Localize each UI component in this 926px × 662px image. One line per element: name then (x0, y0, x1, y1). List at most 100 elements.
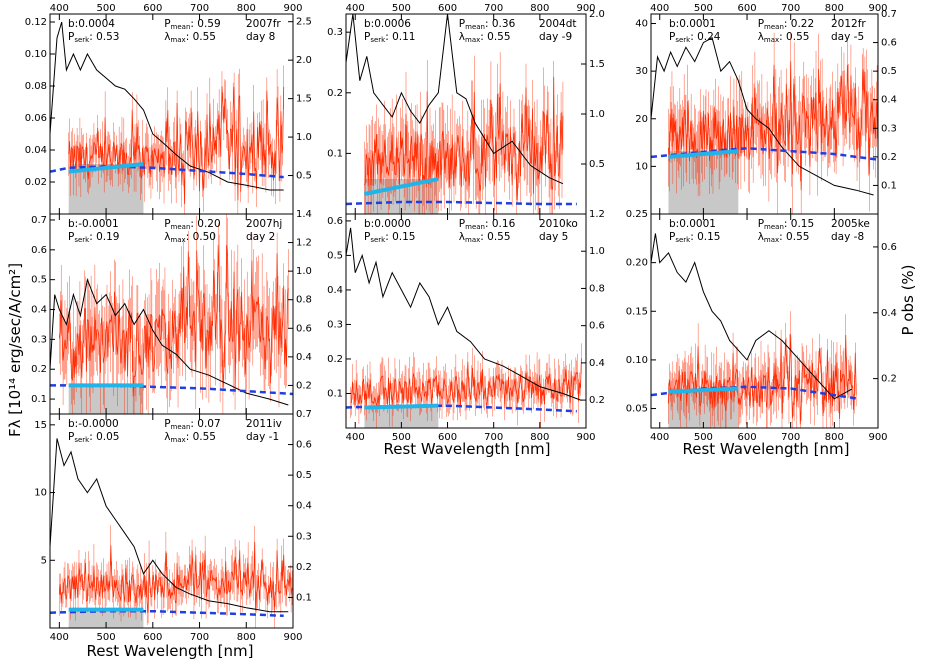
y-tick-label-left: 0.5 (327, 250, 343, 261)
annotation-day: day 2 (246, 231, 275, 243)
panel-2005ke: 400 500 600 700 800 900 0.05 0.10 0.15 0.20 0.25 0.… (626, 209, 897, 443)
x-tick-label: 900 (868, 432, 887, 443)
annotation-pmean: Pmean: 0.36 (459, 18, 516, 31)
x-tick-label-top: 800 (530, 3, 549, 14)
x-tick-label-top: 500 (97, 3, 116, 14)
pol-series (58, 244, 289, 397)
annotation-b: b:0.0004 (68, 18, 115, 30)
plot-area (651, 233, 857, 428)
y-tick-label-left: 0.6 (31, 245, 47, 256)
x-tick-label-top: 400 (346, 3, 365, 14)
y-tick-label-right: 0.8 (589, 283, 605, 294)
flux-series (346, 227, 582, 401)
annotation-b: b:-0.0000 (68, 418, 119, 430)
panel-frame (49, 413, 294, 629)
annotation-pmean: Pmean: 0.59 (164, 18, 220, 31)
panel-2007fr: 400 500 600 700 800 900 0.02 0.04 0.06 0.08 0.10 0.… (25, 3, 312, 215)
y-tick-label-left: 30 (635, 66, 648, 77)
x-tick-label: 700 (781, 432, 800, 443)
x-tick-label-top: 900 (868, 3, 887, 14)
annotation-lmax: λmax: 0.55 (164, 431, 216, 444)
y-tick-label-left: 0.2 (327, 354, 343, 365)
y-tick-label-right: 0.1 (881, 180, 897, 191)
annotation-pmean: Pmean: 0.22 (758, 18, 814, 31)
y-tick-label-left: 15 (34, 420, 47, 431)
y-tick-label-left: 0.25 (626, 209, 648, 220)
annotation-pmean: Pmean: 0.15 (758, 218, 814, 231)
y-tick-label-right: 1.4 (296, 209, 312, 220)
panel-2012fr: 400 500 600 700 800 900 10 20 30 40 0.1 0.2 0.3 0.4 0.… (635, 3, 897, 215)
x-tick-label-top: 400 (650, 3, 669, 14)
x-tick-label: 700 (484, 432, 503, 443)
plot-area (346, 227, 582, 428)
y-tick-label-left: 0.2 (327, 88, 343, 99)
x-axis-label-col1: Rest Wavelength [nm] (86, 642, 253, 660)
y-tick-label-right: 1.0 (589, 246, 605, 257)
y-tick-label-right: 0.6 (881, 38, 897, 49)
fill-region (68, 609, 144, 628)
y-tick-label-left: 0.06 (25, 113, 47, 124)
annotation-day: day -1 (246, 431, 279, 443)
y-tick-label-left: 5 (41, 555, 47, 566)
x-tick-label-top: 700 (781, 3, 800, 14)
y-tick-label-left: 0.6 (327, 216, 343, 227)
y-tick-label-left: 40 (635, 19, 648, 30)
y-tick-label-right: 0.6 (589, 321, 605, 332)
y-tick-label-right: 0.5 (589, 159, 605, 170)
flux-series (50, 438, 289, 613)
y-tick-label-right: 2.0 (296, 55, 312, 66)
y-tick-label-right: 0.4 (881, 308, 897, 319)
y-tick-label-right: 0.8 (296, 295, 312, 306)
x-tick-label: 700 (190, 632, 209, 643)
panel-2011iv: 400 500 600 700 800 900 5 10 15 0.1 0.2 0.3 0.4 0.5 0.… (34, 409, 312, 643)
annotation-day: day -9 (539, 31, 572, 43)
pol-series (350, 358, 582, 408)
flux-series (346, 14, 564, 185)
y-tick-label-left: 0.1 (327, 388, 343, 399)
annotation-b: b:0.0001 (669, 218, 716, 230)
pol-series (58, 541, 293, 613)
y-tick-label-left: 0.10 (25, 49, 47, 60)
y-tick-label-right: 0.4 (881, 95, 897, 106)
annotation-pserk: Pserk: 0.11 (364, 31, 416, 44)
x-tick-label: 600 (143, 632, 162, 643)
y-axis-label-left: Fλ [10¹⁴ erg/sec/A/cm²] (6, 263, 24, 437)
y-tick-label-right: 1.5 (589, 59, 605, 70)
y-tick-label-right: 0.5 (296, 171, 312, 182)
y-tick-label-right: 0.2 (589, 395, 605, 406)
y-tick-label-left: 20 (635, 114, 648, 125)
panel-frame (650, 213, 879, 429)
y-tick-label-right: 2.5 (296, 17, 312, 28)
y-tick-label-right: 0.2 (881, 374, 897, 385)
y-tick-label-right: 0.6 (296, 440, 312, 451)
y-tick-label-right: 0.4 (296, 501, 312, 512)
flux-series (50, 21, 284, 191)
annotation-b: b:0.0006 (364, 18, 411, 30)
annotation-pmean: Pmean: 0.20 (164, 218, 220, 231)
panel-2007hj: 0.1 0.2 0.3 0.4 0.5 0.6 0.7 0.2 0.4 0.6 0.8 1.0 1.2 1… (31, 209, 312, 415)
x-tick-label: 400 (50, 632, 69, 643)
annotation-day: day 5 (539, 231, 568, 243)
x-tick-label: 600 (737, 432, 756, 443)
annotation-sn-name: 2007fr (246, 18, 281, 30)
y-tick-label-right: 0.5 (296, 470, 312, 481)
y-tick-label-right: 0.3 (881, 123, 897, 134)
x-tick-label: 600 (438, 432, 457, 443)
x-tick-label: 500 (392, 432, 411, 443)
serkowski-curve (346, 404, 577, 413)
x-tick-label-top: 600 (143, 3, 162, 14)
y-tick-label-right: 0.5 (881, 66, 897, 77)
pol-series (68, 86, 285, 204)
annotation-sn-name: 2010ko (539, 218, 578, 230)
x-tick-label-top: 400 (50, 3, 69, 14)
y-tick-label-left: 0.20 (626, 258, 648, 269)
x-tick-label-top: 600 (737, 3, 756, 14)
y-tick-label-left: 0.3 (327, 27, 343, 38)
y-tick-label-left: 0.05 (626, 404, 648, 415)
x-tick-label: 800 (530, 432, 549, 443)
x-tick-label: 800 (237, 632, 256, 643)
pol-series (668, 61, 878, 191)
annotation-b: b:-0.0001 (68, 218, 119, 230)
fill-region (668, 151, 739, 214)
annotation-b: b:0.0000 (364, 218, 411, 230)
